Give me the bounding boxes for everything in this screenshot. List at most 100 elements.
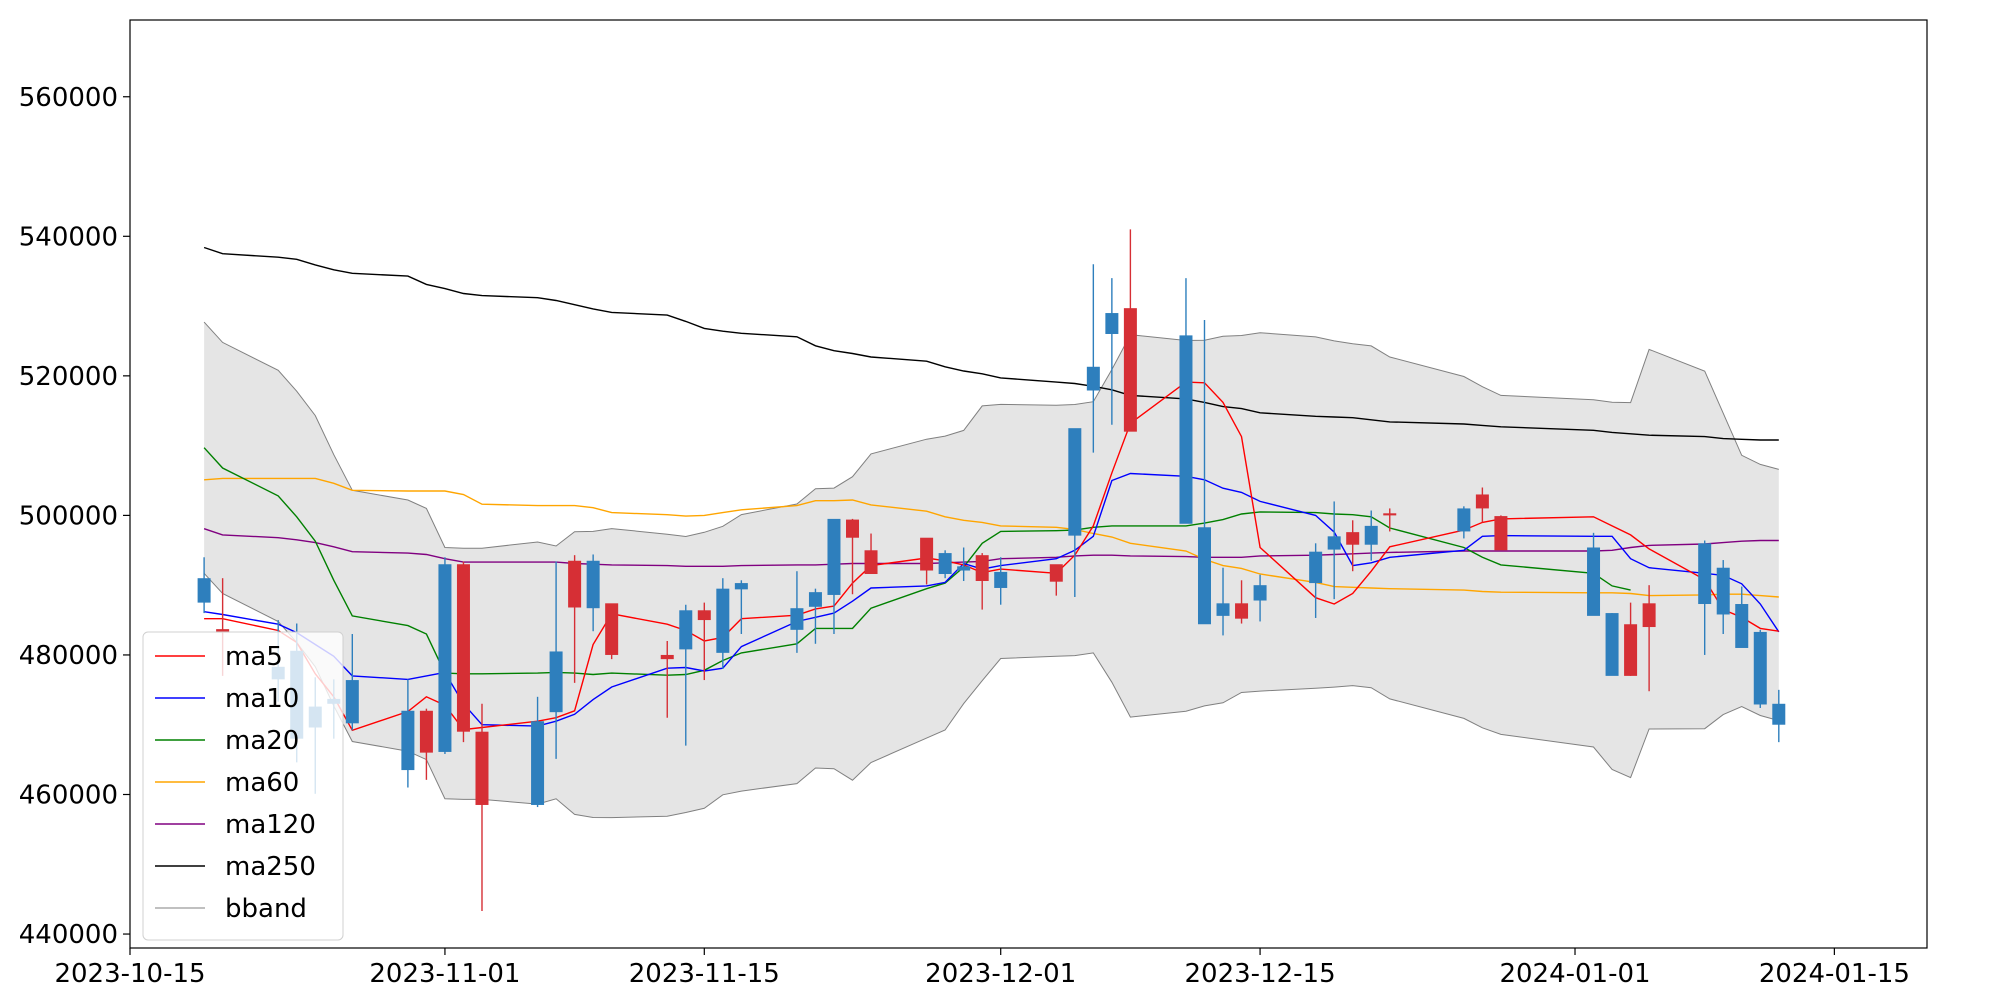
candle [1309, 543, 1323, 618]
candle-body [1735, 604, 1749, 648]
candle-body [1587, 547, 1601, 616]
candle [1735, 586, 1749, 648]
candle-body [957, 566, 971, 571]
candle-body [475, 731, 489, 805]
candle [1457, 506, 1471, 539]
candle [1642, 585, 1656, 692]
candle-body [1624, 624, 1638, 676]
candle-body [864, 550, 878, 575]
candle [660, 640, 674, 718]
candle-body [1716, 567, 1730, 615]
legend-label-ma20: ma20 [225, 726, 299, 756]
candle [679, 604, 693, 746]
legend-label-ma120: ma120 [225, 810, 316, 840]
x-tick-label: 2023-11-01 [369, 959, 520, 989]
candle-body [920, 537, 934, 571]
candle [1772, 689, 1786, 743]
candle [568, 555, 582, 683]
candle-body [994, 571, 1008, 588]
candle [438, 557, 452, 755]
legend: ma5 ma10 ma20 ma60 ma120 ma250 bband [142, 631, 344, 941]
candle-body [586, 560, 600, 609]
candle-body [1772, 703, 1786, 725]
candle-body [1068, 428, 1082, 536]
candle [1216, 567, 1230, 636]
legend-label-bband: bband [225, 894, 307, 924]
candle [697, 602, 711, 681]
candle-body [1475, 494, 1489, 509]
legend-label-ma250: ma250 [225, 852, 316, 882]
candle-body [197, 578, 211, 603]
candle [1197, 320, 1211, 625]
candle [734, 580, 748, 635]
candle [549, 561, 563, 759]
candle [938, 550, 952, 579]
candle-body [419, 710, 433, 753]
candle-body [697, 610, 711, 621]
candle [1105, 278, 1119, 425]
y-tick-label: 480000 [19, 641, 118, 671]
candle-body [1642, 603, 1656, 628]
candle-body [808, 592, 822, 607]
candle-body [1179, 335, 1193, 524]
candle [475, 703, 489, 912]
candle [1624, 602, 1638, 676]
x-tick-label: 2023-12-15 [1185, 959, 1336, 989]
candle-body [1235, 603, 1249, 619]
candle [1179, 278, 1193, 524]
bband-fill [204, 322, 1779, 818]
candle-body [1698, 543, 1712, 605]
candle-body [345, 680, 359, 724]
candle [1605, 613, 1619, 676]
ma250-line [203, 246, 1779, 441]
legend-label-ma60: ma60 [225, 768, 299, 798]
candle [808, 588, 822, 644]
candle-body [975, 555, 989, 581]
candle-body [846, 519, 860, 538]
candle-body [1457, 508, 1471, 532]
legend-label-ma5: ma5 [225, 642, 283, 672]
candle-body [1346, 532, 1360, 545]
candle [846, 518, 860, 595]
candle [920, 537, 934, 585]
candle-body [438, 564, 452, 752]
bollinger-band-layer [203, 321, 1779, 819]
candle-body [549, 651, 563, 713]
x-tick-label: 2023-11-15 [629, 959, 780, 989]
candle-body [1123, 308, 1137, 432]
candle [419, 708, 433, 780]
candle [790, 571, 804, 653]
candlestick-layer [197, 229, 1786, 912]
candle [1494, 515, 1508, 551]
candle [1346, 520, 1360, 572]
legend-box [142, 631, 344, 941]
candle-body [827, 518, 841, 595]
y-tick-label: 500000 [19, 501, 118, 531]
candle [1235, 580, 1249, 624]
candle-body [1364, 525, 1378, 545]
candle-body [1105, 313, 1119, 334]
legend-label-ma10: ma10 [225, 684, 299, 714]
candle [1716, 560, 1730, 635]
candle [1383, 508, 1397, 532]
candle [1475, 487, 1489, 523]
candle [531, 696, 545, 808]
candle-body [401, 710, 415, 771]
candle-body [1049, 564, 1063, 582]
candle-body [1494, 516, 1508, 551]
candle [1253, 574, 1267, 622]
candle-body [1327, 536, 1341, 550]
candle [1753, 629, 1767, 708]
y-tick-label: 540000 [19, 222, 118, 252]
candle-body [1086, 366, 1100, 391]
candle [586, 554, 600, 632]
candle [1086, 264, 1100, 453]
candle-body [938, 553, 952, 575]
candle [1327, 501, 1341, 600]
candle [827, 518, 841, 635]
y-tick-label: 560000 [19, 83, 118, 113]
candle [1698, 540, 1712, 655]
ma60-line [204, 477, 1779, 598]
